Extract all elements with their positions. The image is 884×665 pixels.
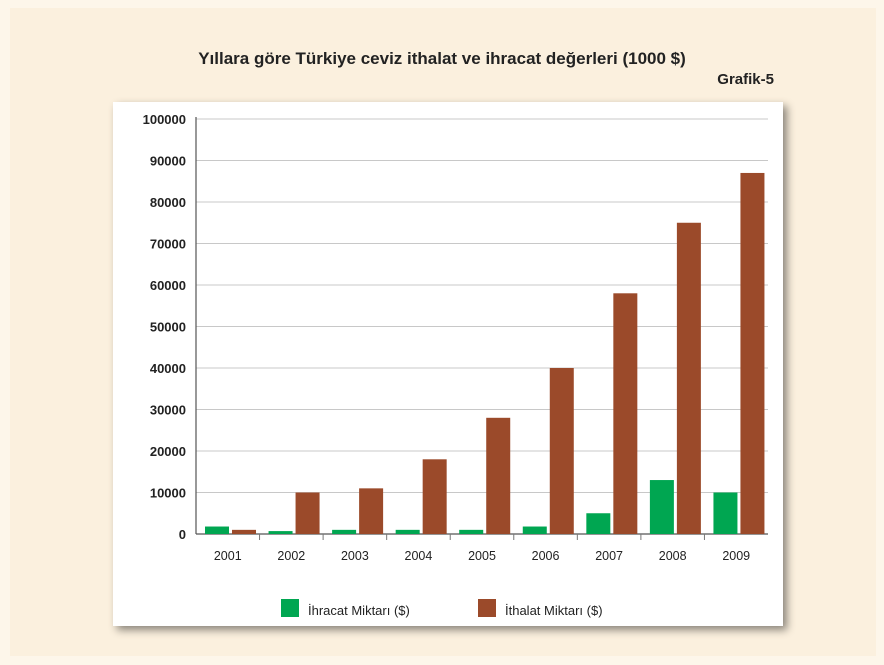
x-tick-label: 2004 <box>405 549 433 563</box>
bar-ihracat <box>205 526 229 534</box>
x-tick-label: 2002 <box>277 549 305 563</box>
chart-title: Yıllara göre Türkiye ceviz ithalat ve ih… <box>198 49 686 68</box>
y-tick-label: 30000 <box>150 403 186 418</box>
bar-ithalat <box>359 488 384 534</box>
bar-ihracat <box>522 526 547 534</box>
x-tick-label: 2007 <box>595 549 623 563</box>
bar-ihracat <box>459 529 484 534</box>
y-tick-label: 60000 <box>150 278 186 293</box>
bar-chart: 0 10000 20000 30000 40000 50000 60000 70000 8000… <box>143 112 768 618</box>
bar-ihracat <box>395 529 420 534</box>
bar-ihracat <box>586 513 611 534</box>
legend-label: İthalat Miktarı ($) <box>505 603 603 618</box>
x-tick-label: 2009 <box>722 549 750 563</box>
legend-swatch <box>281 599 299 617</box>
bar-ithalat <box>740 172 765 534</box>
y-tick-label: 20000 <box>150 444 186 459</box>
y-tick-label: 0 <box>179 527 186 542</box>
chart-panel: 0 10000 20000 30000 40000 50000 60000 70000 8000… <box>113 102 783 626</box>
y-tick-label: 90000 <box>150 154 186 169</box>
bar-ihracat <box>713 492 738 534</box>
x-tick-label: 2005 <box>468 549 496 563</box>
x-tick-label: 2003 <box>341 549 369 563</box>
bar-ithalat <box>549 368 574 534</box>
bar-ithalat <box>232 529 256 534</box>
bar-ihracat <box>332 529 357 534</box>
y-tick-label: 80000 <box>150 195 186 210</box>
bar-ihracat <box>268 531 293 534</box>
x-tick-label: 2001 <box>214 549 242 563</box>
legend-label: İhracat Miktarı ($) <box>308 603 410 618</box>
bar-ithalat <box>613 293 638 534</box>
y-tick-label: 10000 <box>150 486 186 501</box>
legend-swatch <box>478 599 496 617</box>
bar-ithalat <box>676 222 701 534</box>
y-tick-label: 100000 <box>143 112 186 127</box>
y-tick-label: 40000 <box>150 361 186 376</box>
y-tick-label: 50000 <box>150 320 186 335</box>
bar-ihracat <box>649 480 674 534</box>
x-tick-label: 2008 <box>659 549 687 563</box>
bar-ithalat <box>486 417 511 534</box>
figure-label: Grafik-5 <box>717 71 774 88</box>
bar-ithalat <box>295 492 320 534</box>
y-tick-label: 70000 <box>150 237 186 252</box>
bar-ithalat <box>422 459 447 534</box>
x-tick-label: 2006 <box>532 549 560 563</box>
